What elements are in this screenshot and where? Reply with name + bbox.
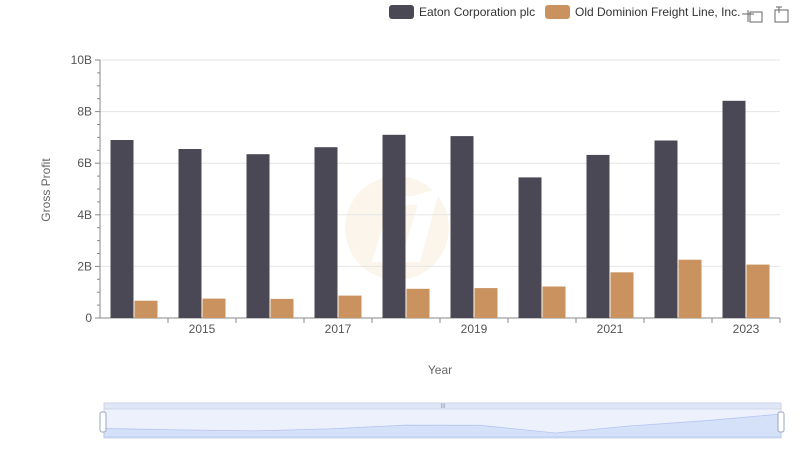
legend: Eaton Corporation plc Old Dominion Freig… — [389, 5, 740, 19]
y-tick-label: 8B — [77, 105, 92, 119]
bar-old-dominion-2016[interactable] — [270, 298, 294, 318]
y-tick-label: 6B — [77, 156, 92, 170]
zoom-slider[interactable]: III — [99, 402, 785, 439]
zoom-slider-right-handle[interactable] — [777, 411, 785, 433]
bar-old-dominion-2015[interactable] — [202, 298, 226, 318]
bars — [110, 100, 770, 319]
bar-eaton-2016[interactable] — [246, 154, 270, 318]
bar-eaton-2017[interactable] — [314, 147, 338, 318]
y-tick-label: 0 — [85, 311, 92, 325]
bar-old-dominion-2022[interactable] — [678, 259, 702, 318]
x-axis-title: Year — [428, 363, 452, 377]
y-tick-label: 4B — [77, 208, 92, 222]
bar-old-dominion-2018[interactable] — [406, 288, 430, 318]
legend-label-eaton[interactable]: Eaton Corporation plc — [419, 5, 535, 19]
x-tick-label: 2021 — [597, 322, 624, 336]
bar-eaton-2022[interactable] — [654, 140, 678, 319]
y-tick-label: 2B — [77, 259, 92, 273]
legend-swatch-eaton[interactable] — [389, 5, 414, 19]
bar-old-dominion-2019[interactable] — [474, 288, 498, 318]
zoom-slider-left-handle[interactable] — [99, 411, 107, 433]
y-tick-label: 10B — [71, 53, 92, 67]
bar-old-dominion-2020[interactable] — [542, 286, 566, 319]
zoom-slider-grip[interactable]: III — [440, 403, 446, 410]
bar-old-dominion-2023[interactable] — [746, 264, 770, 318]
legend-swatch-old-dominion[interactable] — [545, 5, 570, 19]
y-axis-title: Gross Profit — [39, 158, 53, 222]
x-tick-label: 2017 — [325, 322, 352, 336]
x-tick-label: 2023 — [733, 322, 760, 336]
bar-old-dominion-2017[interactable] — [338, 295, 362, 318]
zoom-icon[interactable] — [742, 10, 763, 23]
restore-icon[interactable] — [774, 6, 789, 23]
bar-old-dominion-2021[interactable] — [610, 272, 634, 318]
x-tick-label: 2015 — [189, 322, 216, 336]
legend-label-old-dominion[interactable]: Old Dominion Freight Line, Inc. — [575, 5, 740, 19]
bar-eaton-2023[interactable] — [722, 100, 746, 318]
zoom-slider-top-bar[interactable] — [103, 402, 782, 410]
bar-eaton-2021[interactable] — [586, 154, 610, 318]
bar-old-dominion-2014[interactable] — [134, 300, 158, 318]
bar-eaton-2019[interactable] — [450, 136, 474, 318]
bar-eaton-2018[interactable] — [382, 134, 406, 318]
bar-eaton-2014[interactable] — [110, 140, 134, 318]
x-tick-label: 2019 — [461, 322, 488, 336]
bar-eaton-2020[interactable] — [518, 177, 542, 318]
bar-eaton-2015[interactable] — [178, 149, 202, 318]
